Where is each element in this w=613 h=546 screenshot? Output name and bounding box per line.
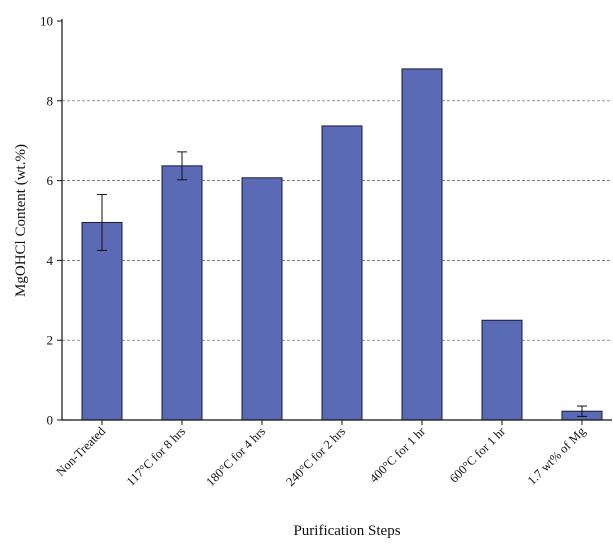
- x-tick-label: 180°C for 4 hrs: [203, 424, 268, 489]
- bar: [401, 68, 443, 421]
- y-ticks: 0 2 4 6 8 10: [40, 14, 62, 428]
- error-bars: [97, 151, 587, 417]
- x-tick-label: 400°C for 1 hr: [367, 424, 429, 486]
- y-axis-title: MgOHCl Content (wt.%): [13, 144, 29, 297]
- y-tick-label: 10: [40, 14, 53, 29]
- x-tick-label: Non-Treated: [53, 424, 108, 479]
- axes: [61, 19, 612, 421]
- y-tick-label: 0: [47, 413, 54, 428]
- y-tick-label: 6: [47, 173, 54, 188]
- x-axis-title: Purification Steps: [293, 523, 400, 539]
- y-tick-label: 8: [47, 93, 54, 108]
- x-ticks: Non-Treated 117°C for 8 hrs 180°C for 4 hr…: [53, 420, 589, 489]
- y-tick-label: 4: [47, 253, 54, 268]
- x-tick-label: 1.7 wt% of Mg: [525, 424, 589, 488]
- x-tick-label: 240°C for 2 hrs: [283, 424, 348, 489]
- bar: [481, 319, 523, 421]
- x-tick-label: 117°C for 8 hrs: [124, 424, 189, 489]
- y-tick-label: 2: [47, 333, 54, 348]
- bar: [321, 125, 363, 421]
- bar: [81, 221, 123, 421]
- bars: [81, 68, 603, 421]
- x-tick-label: 600°C for 1 hr: [447, 424, 509, 486]
- bar: [161, 165, 203, 421]
- bar: [241, 177, 283, 421]
